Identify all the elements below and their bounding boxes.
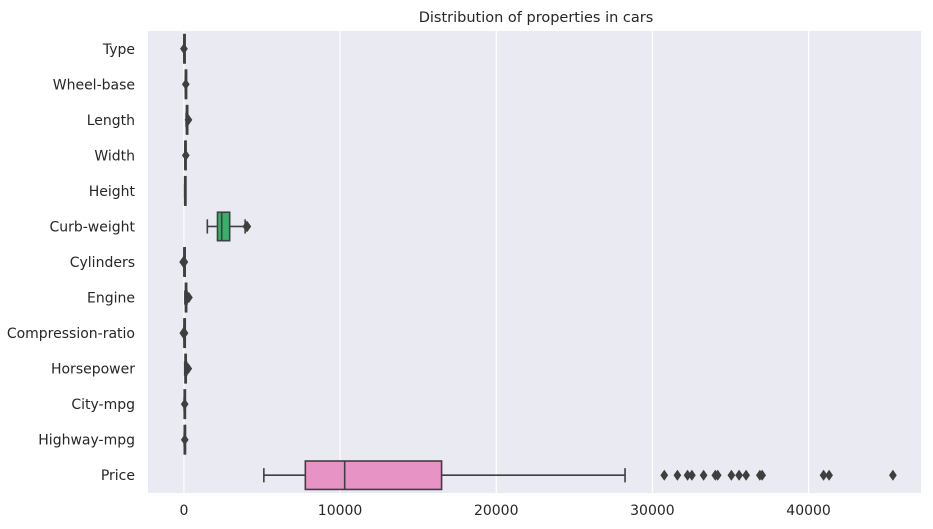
outlier-point [660, 469, 669, 481]
outlier-point [180, 43, 188, 55]
outlier-point [185, 292, 193, 304]
outlier-point [181, 149, 190, 161]
y-tick-label: Height [89, 184, 136, 200]
y-tick-label: Type [102, 42, 135, 58]
box-wheel-base [181, 69, 190, 100]
box-length [184, 104, 193, 135]
outlier-point [688, 469, 696, 481]
outlier-point [180, 398, 189, 410]
y-tick-label: Highway-mpg [38, 433, 135, 449]
y-tick-label: Horsepower [51, 362, 135, 378]
chart-title: Distribution of properties in cars [419, 10, 654, 26]
x-tick-label: 30000 [630, 503, 675, 519]
box-type [180, 33, 188, 64]
outlier-point [819, 469, 828, 481]
outlier-point [180, 434, 189, 446]
y-tick-label: Width [94, 148, 135, 164]
box-compression-ratio [179, 318, 189, 349]
outlier-point [184, 114, 193, 126]
outlier-point [889, 469, 897, 481]
y-tick-label: Wheel-base [53, 77, 135, 93]
outlier-point [181, 78, 190, 90]
y-tick-label: Compression-ratio [7, 326, 135, 342]
box-iqr [304, 460, 443, 491]
y-tick-label: Length [87, 113, 135, 129]
x-tick-label: 20000 [474, 503, 519, 519]
outlier-point [184, 363, 193, 375]
y-axis-tick-labels: Type Wheel-base Length Width Height Curb-weig… [7, 42, 136, 484]
outlier-point [180, 327, 189, 339]
box-engine [183, 282, 193, 313]
box-iqr [216, 211, 231, 242]
outlier-point [758, 469, 767, 481]
outlier-point [673, 469, 682, 481]
outlier-point [735, 469, 743, 481]
box-city-mpg [180, 389, 189, 420]
y-tick-label: Curb-weight [49, 219, 135, 235]
y-tick-label: Price [101, 468, 135, 484]
outlier-point [727, 469, 736, 481]
box-height [183, 175, 187, 206]
plot-area [148, 31, 921, 493]
box-series [179, 33, 897, 491]
x-tick-label: 0 [179, 503, 188, 519]
outlier-point [699, 469, 708, 481]
box-highway-mpg [180, 424, 189, 455]
outlier-point [713, 469, 722, 481]
outlier-point [243, 220, 252, 232]
box-cylinders [179, 246, 189, 278]
box-price [263, 460, 897, 491]
box-curb-weight [206, 211, 252, 242]
outlier-point [742, 469, 750, 481]
x-axis-tick-labels: 0 10000 20000 30000 40000 [179, 503, 830, 519]
box-horsepower [183, 353, 193, 384]
box-width [181, 140, 190, 171]
y-tick-label: Engine [87, 291, 135, 307]
y-tick-label: Cylinders [70, 255, 135, 271]
y-tick-label: City-mpg [71, 397, 135, 413]
outlier-point [180, 256, 189, 268]
x-tick-label: 10000 [318, 503, 363, 519]
outlier-point [825, 469, 833, 481]
x-tick-label: 40000 [786, 503, 831, 519]
